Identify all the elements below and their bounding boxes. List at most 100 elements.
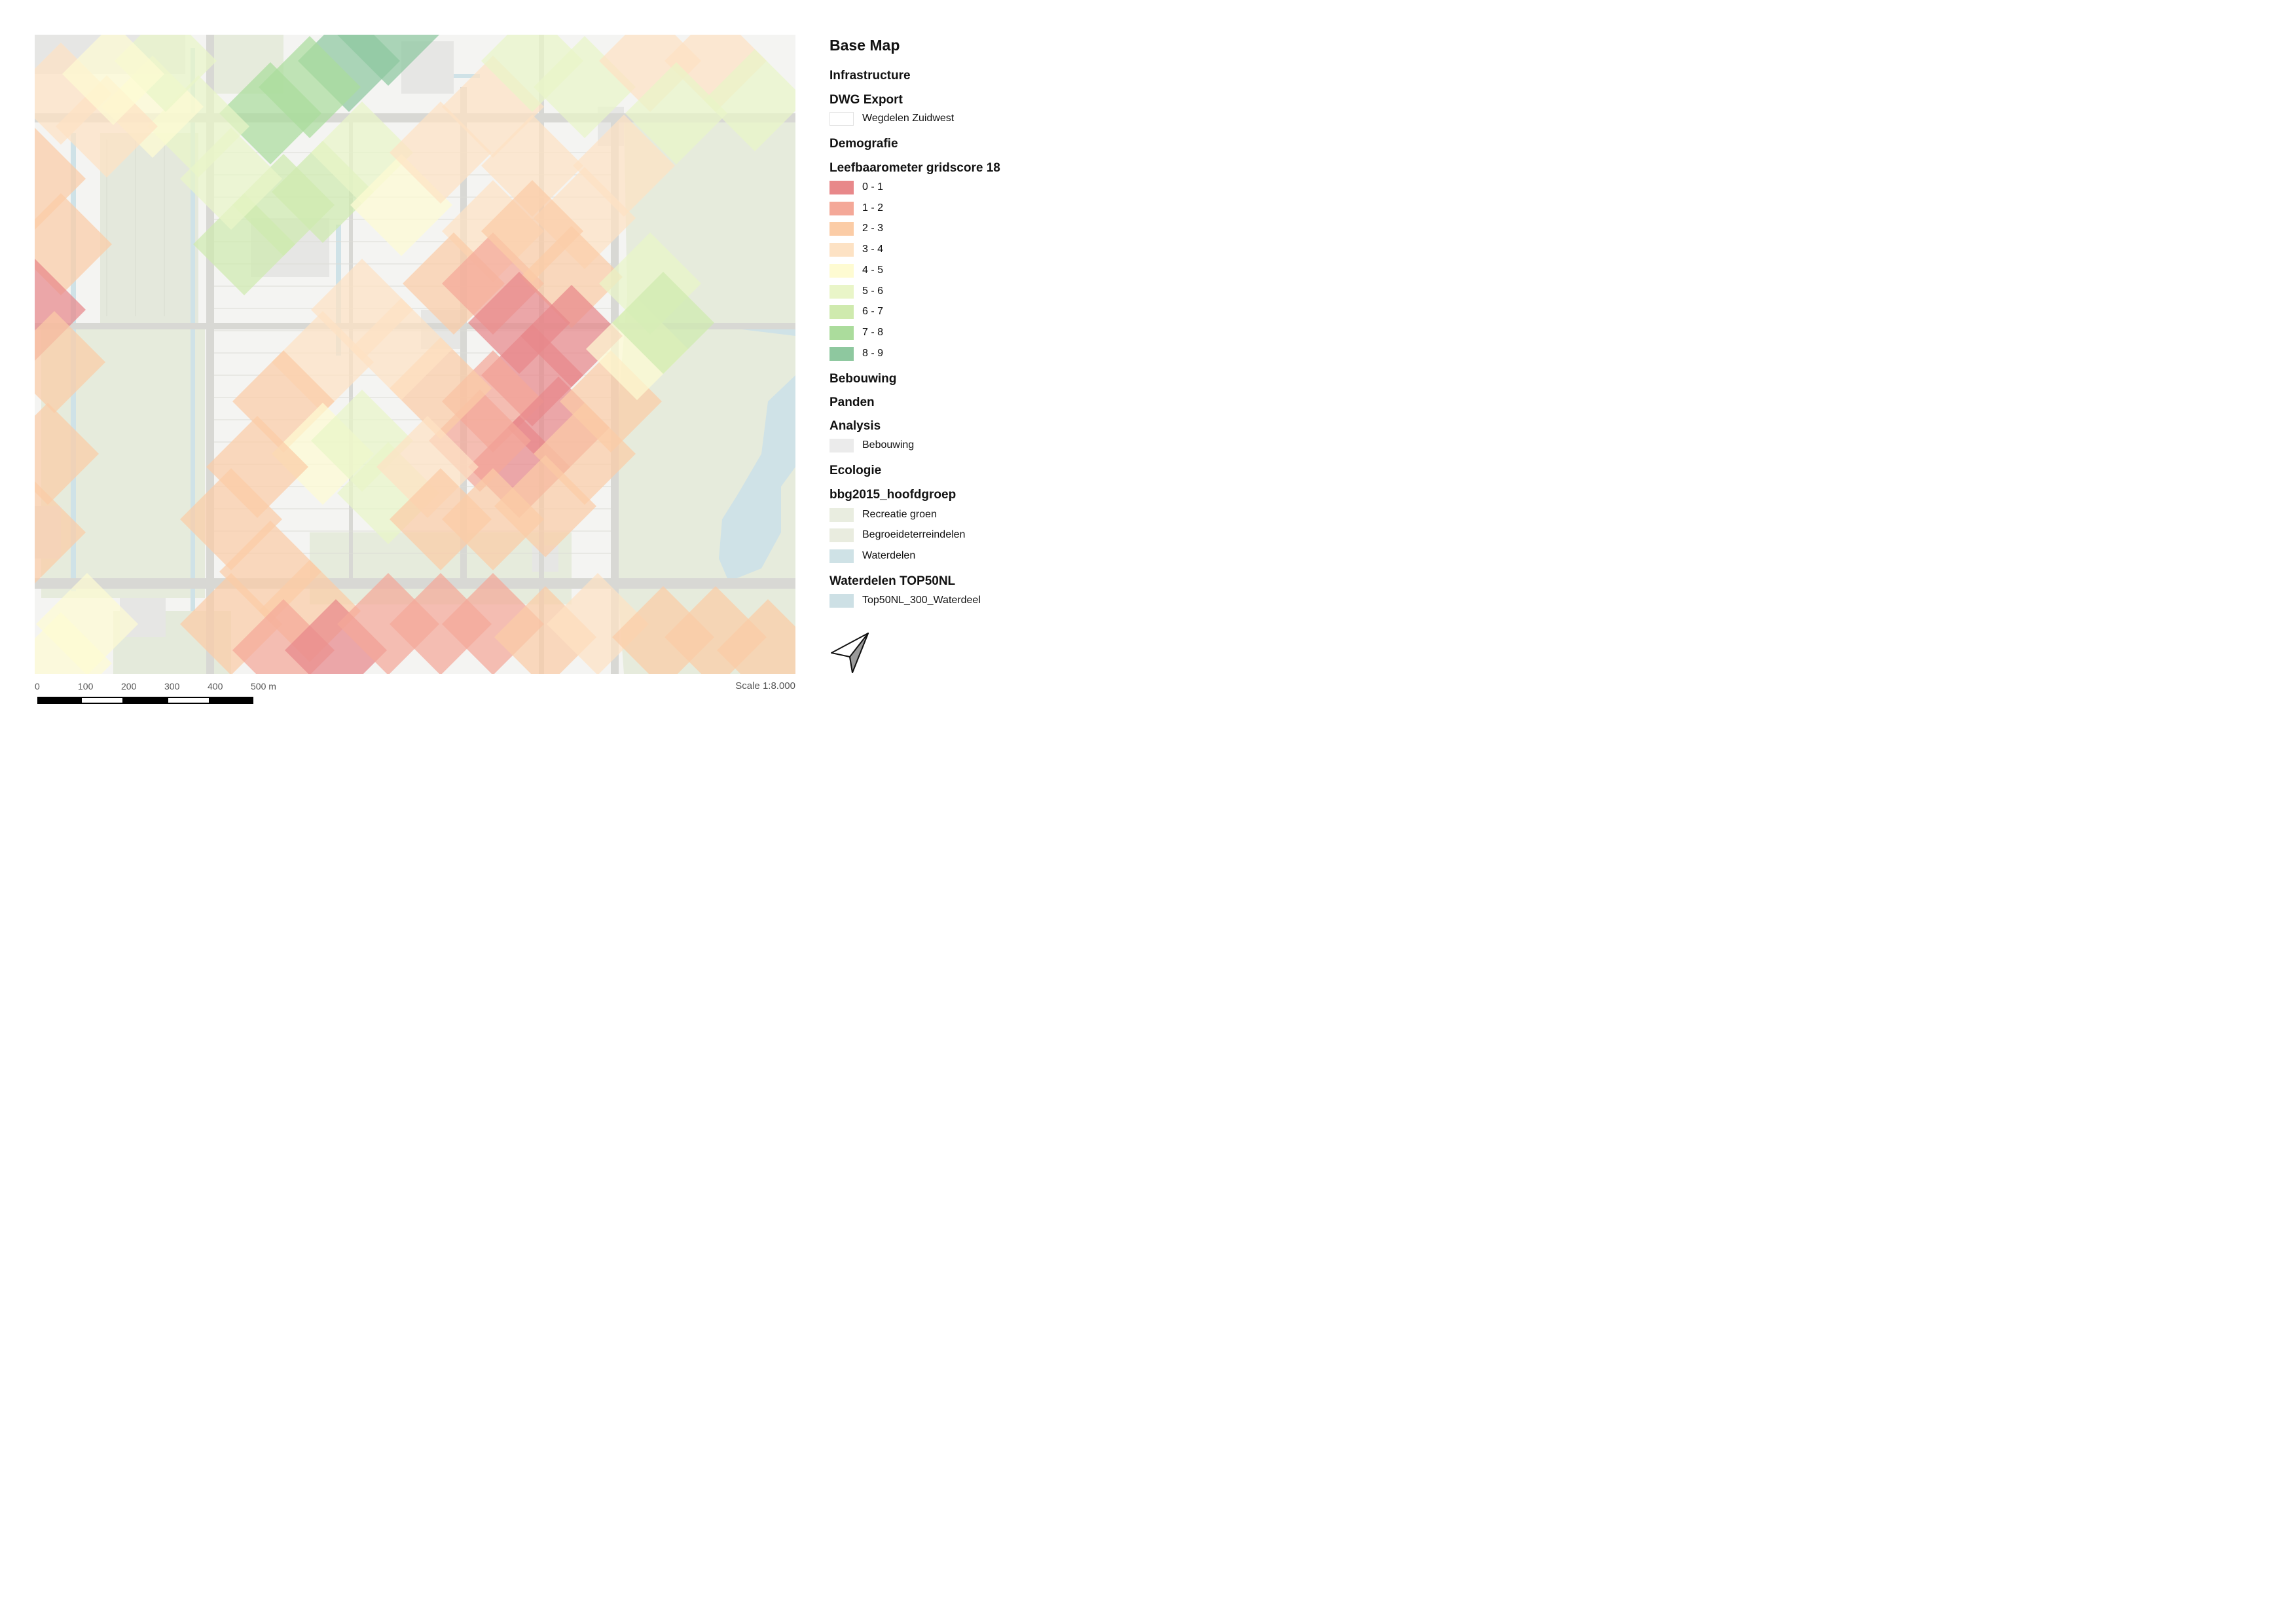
legend-item-class: 6 - 7 [829, 305, 1019, 320]
grid-cell [481, 35, 583, 112]
grid-cell [35, 311, 105, 413]
scale-bar-segment [81, 697, 124, 704]
legend-item-label: Begroeideterreindelen [862, 529, 966, 540]
legend-item-wegdelen: Wegdelen Zuidwest [829, 112, 1019, 126]
grid-cell [35, 481, 86, 583]
grid-cell [219, 62, 321, 164]
grid-cell [193, 193, 295, 295]
legend-swatch [829, 263, 854, 278]
legend-swatch [829, 222, 854, 236]
scale-bar-segment [37, 697, 81, 704]
legend-item-label: 3 - 4 [862, 244, 884, 255]
grid-cell [35, 193, 112, 295]
legend-swatch [829, 201, 854, 215]
scale-text: Scale 1:8.000 [735, 680, 795, 692]
grid-cell [62, 35, 164, 125]
scale-bar-segment [210, 697, 253, 704]
legend-item-label: 0 - 1 [862, 181, 884, 193]
legend-item-label: Top50NL_300_Waterdeel [862, 595, 981, 606]
legend-swatch [829, 346, 854, 361]
legend-item-class: 3 - 4 [829, 243, 1019, 257]
scale-bar-tick-label: 500 m [251, 681, 276, 692]
road [460, 87, 467, 585]
grid-cell [494, 586, 596, 674]
grid-cell [35, 43, 112, 145]
legend-group-bbg2015: bbg2015_hoofdgroep [829, 488, 957, 502]
legend-group-analysis: Analysis [829, 419, 881, 433]
leefbaarometer-grid-layer [35, 35, 795, 674]
grid-cell [337, 35, 439, 86]
legend-item-top50nl-waterdeel: Top50NL_300_Waterdeel [829, 594, 1019, 608]
legend-swatch [829, 181, 854, 194]
legend-swatch [829, 284, 854, 299]
legend-title: Base Map [829, 37, 900, 54]
legend-group-dwg-export: DWG Export [829, 93, 903, 107]
legend-swatch [829, 243, 854, 257]
grid-cell [547, 573, 649, 674]
legend-swatch [829, 594, 854, 608]
legend-swatch [829, 112, 854, 126]
map-canvas[interactable] [35, 35, 795, 674]
legend-swatch [829, 305, 854, 320]
scale-bar-tick-label: 0 [35, 681, 40, 692]
grid-cell [35, 612, 112, 674]
legend-item-label: 2 - 3 [862, 223, 884, 234]
scale-bar: 0 100 200 300 400 500 m [35, 680, 297, 706]
grid-cell [481, 115, 583, 217]
legend-item-label: Bebouwing [862, 439, 915, 451]
legend-item-label: Waterdelen [862, 550, 916, 561]
legend-item-label: 1 - 2 [862, 202, 884, 213]
legend-group-demografie: Demografie [829, 137, 898, 151]
grid-cell [35, 403, 99, 505]
north-arrow-icon [830, 632, 871, 675]
legend-item-class: 8 - 9 [829, 346, 1019, 361]
legend-item-class: 7 - 8 [829, 325, 1019, 341]
scale-bar-tick-label: 400 [208, 681, 223, 692]
legend-item-label: 7 - 8 [862, 326, 884, 338]
grid-cell [704, 49, 795, 151]
legend-item-label: 6 - 7 [862, 306, 884, 318]
legend-group-panden: Panden [829, 396, 875, 409]
grid-cell [612, 272, 714, 374]
water-body [719, 323, 795, 581]
legend-item-begroeideterreindelen: Begroeideterreindelen [829, 528, 1019, 543]
legend-swatch [829, 439, 854, 452]
legend-item-recreatie-groen: Recreatie groen [829, 508, 1019, 523]
grid-cell [625, 62, 727, 164]
legend-swatch [829, 325, 854, 340]
legend-item-label: 4 - 5 [862, 264, 884, 276]
scale-bar-segment [124, 697, 167, 704]
legend-swatch [829, 508, 854, 522]
legend-group-leefbaarometer: Leefbaarometer gridscore 18 [829, 161, 1000, 175]
legend-group-waterdelen-top50nl: Waterdelen TOP50NL [829, 574, 956, 588]
legend-item-class: 0 - 1 [829, 181, 1019, 195]
legend-item-label: 8 - 9 [862, 347, 884, 359]
legend-swatch [829, 528, 854, 542]
legend-item-class: 5 - 6 [829, 284, 1019, 299]
scale-bar-segment [167, 697, 210, 704]
legend-item-class: 1 - 2 [829, 201, 1019, 216]
legend-group-ecologie: Ecologie [829, 464, 882, 477]
legend-group-bebouwing: Bebouwing [829, 372, 897, 386]
legend-item-label: Recreatie groen [862, 509, 937, 520]
legend-item-label: Wegdelen Zuidwest [862, 113, 955, 124]
legend-item-bebouwing: Bebouwing [829, 439, 1019, 453]
grid-cell [390, 573, 492, 674]
legend-item-waterdelen: Waterdelen [829, 549, 1019, 564]
legend-item-label: 5 - 6 [862, 285, 884, 297]
grid-cell [35, 128, 86, 230]
legend-item-class: 4 - 5 [829, 263, 1019, 278]
legend-group-infrastructure: Infrastructure [829, 69, 911, 83]
road [35, 578, 795, 589]
legend: Base Map Infrastructure DWG Export Wegde… [829, 0, 1023, 726]
map-svg [35, 35, 795, 674]
scale-bar-tick-label: 300 [164, 681, 180, 692]
scale-bar-tick-label: 100 [78, 681, 94, 692]
grid-cell [285, 599, 387, 674]
grid-cell [390, 468, 492, 570]
scale-bar-tick-label: 200 [121, 681, 137, 692]
grid-cell [717, 599, 795, 674]
legend-swatch [829, 549, 854, 563]
grid-cell [337, 573, 439, 674]
grid-cell [665, 35, 767, 112]
